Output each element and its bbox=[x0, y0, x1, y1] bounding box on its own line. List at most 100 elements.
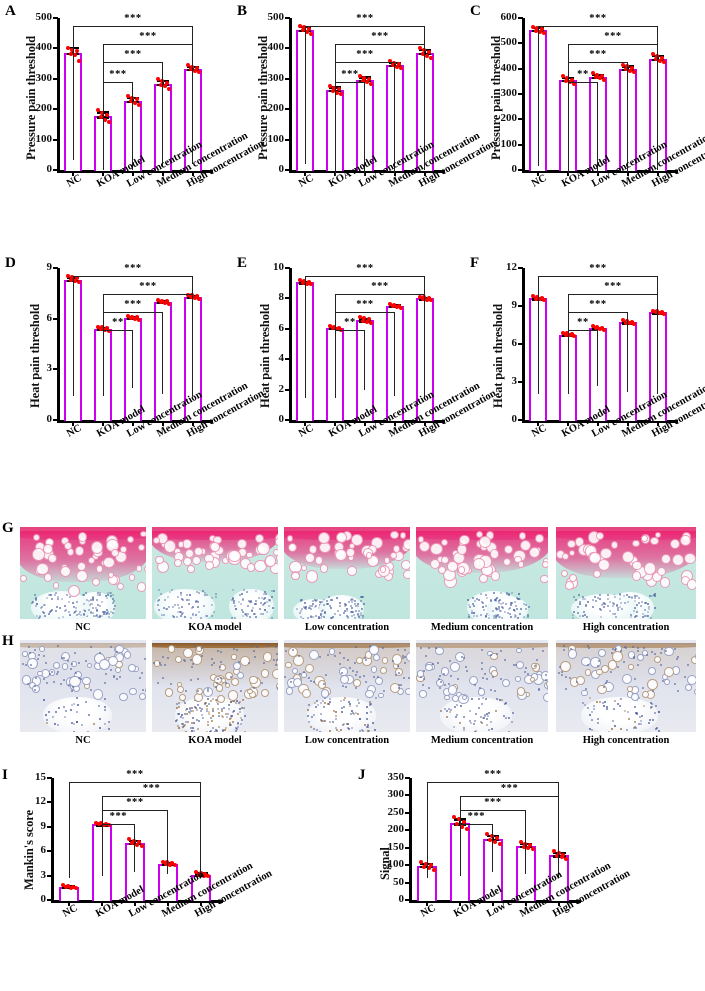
marrow-cell bbox=[321, 699, 324, 702]
y-tick-label: 0 bbox=[511, 163, 518, 175]
data-point bbox=[100, 110, 105, 115]
marrow-cell bbox=[510, 604, 513, 607]
marrow-cell bbox=[237, 713, 240, 716]
chondrocyte bbox=[224, 671, 234, 681]
marrow-cell bbox=[98, 705, 101, 708]
marrow-cell bbox=[295, 607, 298, 610]
y-tick-mark bbox=[285, 138, 290, 141]
marrow-cell bbox=[489, 720, 492, 723]
data-point bbox=[429, 298, 434, 303]
x-tick-mark bbox=[567, 422, 569, 426]
y-tick-mark bbox=[518, 381, 523, 383]
marrow-cell bbox=[579, 601, 582, 604]
marrow-cell bbox=[107, 593, 110, 596]
marrow-cell bbox=[111, 611, 114, 614]
chondrocyte bbox=[32, 533, 41, 542]
chondrocyte bbox=[246, 552, 253, 559]
marrow-cell bbox=[577, 612, 580, 615]
chondrocyte bbox=[195, 646, 202, 652]
chondrocyte bbox=[81, 676, 91, 686]
chondrocyte bbox=[36, 562, 50, 576]
chondrocyte bbox=[479, 573, 488, 583]
chondrocyte bbox=[390, 530, 399, 540]
nucleus bbox=[115, 678, 118, 681]
histology-image-H-0 bbox=[20, 640, 146, 732]
data-point bbox=[106, 823, 111, 828]
chondrocyte bbox=[653, 656, 661, 664]
marrow-cell bbox=[597, 596, 600, 599]
nucleus bbox=[160, 664, 162, 667]
error-bar-cap bbox=[162, 864, 175, 867]
marrow-cell bbox=[208, 712, 211, 715]
marrow-cell bbox=[192, 726, 195, 729]
data-point bbox=[597, 76, 602, 81]
nucleus bbox=[466, 670, 469, 673]
marrow-cell bbox=[455, 715, 458, 718]
chondrocyte bbox=[240, 655, 251, 666]
marrow-cell bbox=[198, 611, 201, 614]
marrow-cell bbox=[167, 606, 170, 609]
marrow-cell bbox=[636, 610, 639, 613]
data-point bbox=[551, 848, 556, 853]
data-point bbox=[662, 311, 667, 316]
data-point bbox=[73, 886, 78, 891]
nucleus bbox=[473, 683, 476, 686]
marrow-cell bbox=[326, 602, 329, 605]
y-tick-label: 300 bbox=[387, 788, 405, 801]
significance-label: *** bbox=[371, 31, 389, 42]
nucleus bbox=[194, 644, 197, 647]
marrow-cell bbox=[654, 711, 656, 714]
marrow-cell bbox=[330, 599, 333, 602]
marrow-cell bbox=[346, 726, 349, 729]
marrow-cell bbox=[499, 609, 502, 612]
chondrocyte bbox=[128, 574, 136, 581]
chondrocyte bbox=[435, 646, 444, 656]
marrow-cell bbox=[342, 706, 345, 709]
nucleus bbox=[210, 664, 213, 667]
data-point bbox=[357, 73, 362, 78]
y-tick-mark bbox=[518, 343, 523, 345]
y-tick-mark bbox=[285, 47, 290, 50]
marrow-cell bbox=[224, 728, 227, 731]
chondrocyte bbox=[377, 692, 384, 699]
marrow-cell bbox=[177, 725, 180, 728]
marrow-cell bbox=[459, 721, 462, 724]
marrow-cell bbox=[113, 605, 116, 608]
marrow-cell bbox=[110, 594, 113, 597]
marrow-cell bbox=[323, 616, 326, 619]
chondrocyte bbox=[168, 645, 176, 653]
y-tick-mark bbox=[47, 777, 52, 779]
nucleus bbox=[299, 672, 302, 675]
marrow-cell bbox=[48, 710, 51, 713]
marrow-cell bbox=[112, 598, 115, 601]
marrow-cell bbox=[109, 592, 112, 595]
chondrocyte bbox=[529, 676, 536, 682]
marrow-cell bbox=[317, 607, 320, 610]
y-tick-label: 100 bbox=[500, 137, 518, 150]
marrow-cell bbox=[55, 606, 58, 609]
marrow-cell bbox=[263, 596, 266, 599]
marrow-cell bbox=[603, 603, 606, 606]
chondrocyte bbox=[155, 556, 164, 565]
marrow-cell bbox=[448, 708, 451, 711]
chondrocyte bbox=[205, 560, 215, 571]
chondrocyte bbox=[86, 662, 92, 669]
marrow-cell bbox=[58, 707, 61, 710]
chondrocyte bbox=[90, 541, 104, 555]
marrow-cell bbox=[352, 712, 355, 715]
nucleus bbox=[617, 665, 620, 668]
data-point bbox=[572, 81, 577, 86]
y-axis-line-C bbox=[522, 18, 525, 171]
marrow-cell bbox=[251, 607, 254, 610]
marrow-cell bbox=[502, 601, 505, 604]
data-point bbox=[623, 320, 628, 325]
nucleus bbox=[545, 673, 548, 676]
chondrocyte bbox=[144, 566, 146, 573]
marrow-cell bbox=[301, 617, 304, 619]
significance-label: *** bbox=[139, 31, 157, 42]
marrow-cell bbox=[43, 603, 46, 606]
chondrocyte bbox=[214, 676, 223, 685]
marrow-cell bbox=[361, 615, 364, 618]
x-axis-line-B bbox=[289, 170, 445, 173]
marrow-cell bbox=[239, 722, 242, 725]
